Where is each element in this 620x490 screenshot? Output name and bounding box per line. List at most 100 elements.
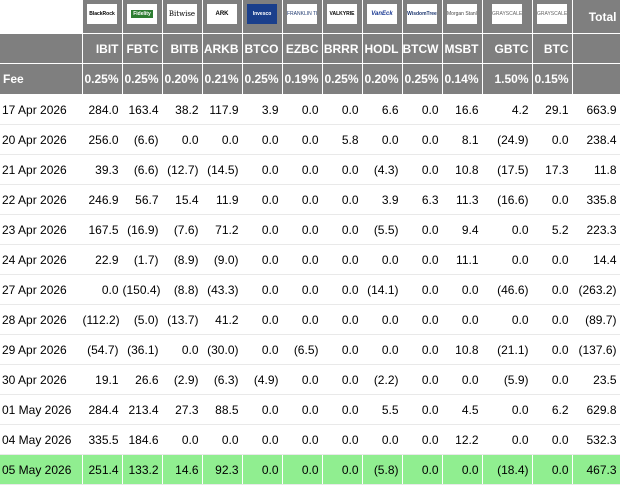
flow-value-cell: 10.8	[442, 334, 483, 365]
flow-value-cell: 0.0	[362, 124, 403, 155]
flow-value-cell: 0.0	[322, 304, 363, 335]
corner-cell	[0, 0, 83, 34]
date-cell: 04 May 2026	[0, 424, 83, 455]
flow-value-cell: 12.2	[442, 424, 483, 455]
table-row: 22 Apr 2026 246.9 56.7 15.4 11.9 0.0 0.0 0.0 3.9…	[0, 184, 620, 215]
ticker-header: FBTC	[122, 33, 163, 64]
flow-value-cell: 0.0	[282, 274, 323, 305]
fee-cell: 0.19%	[282, 63, 323, 95]
total-cell: 14.4	[572, 244, 620, 275]
flow-value-cell: 0.0	[482, 394, 533, 425]
date-cell: 05 May 2026	[0, 454, 83, 485]
flow-value-cell: 11.3	[442, 184, 483, 215]
table-row: 17 Apr 2026 284.0 163.4 38.2 117.9 3.9 0.0 0.0 6…	[0, 94, 620, 125]
flow-value-cell: 0.0	[362, 424, 403, 455]
flow-value-cell: 0.0	[402, 124, 443, 155]
flow-value-cell: 0.0	[482, 214, 533, 245]
table-row: 23 Apr 2026 167.5 (16.9) (7.6) 71.2 0.0 0.0 0.0…	[0, 214, 620, 245]
table-row: 29 Apr 2026 (54.7) (36.1) 0.0 (30.0) 0.0 (6.5)…	[0, 334, 620, 365]
table-row: 28 Apr 2026 (112.2) (5.0) (13.7) 41.2 0.0 0.0 0…	[0, 304, 620, 335]
flow-value-cell: 0.0	[442, 454, 483, 485]
flow-value-cell: 0.0	[362, 304, 403, 335]
issuer-logo-grayscale-btc: GRAYSCALE	[532, 0, 573, 34]
flow-value-cell: 19.1	[82, 364, 123, 395]
flow-value-cell: 0.0	[402, 274, 443, 305]
flow-value-cell: (9.0)	[202, 244, 243, 275]
issuer-logo-morgan-stanley: Morgan Stanley	[442, 0, 483, 34]
flow-value-cell: 0.0	[442, 364, 483, 395]
fee-cell: 1.50%	[482, 63, 533, 95]
flow-value-cell: 0.0	[322, 184, 363, 215]
total-cell: (89.7)	[572, 304, 620, 335]
flow-value-cell: 0.0	[242, 184, 283, 215]
flow-value-cell: 0.0	[242, 214, 283, 245]
ticker-header: BTCO	[242, 33, 283, 64]
flow-value-cell: 0.0	[282, 244, 323, 275]
flow-value-cell: (17.5)	[482, 154, 533, 185]
valkyrie-logo-icon: VALKYRIE	[327, 4, 357, 24]
flow-value-cell: (43.3)	[202, 274, 243, 305]
flow-value-cell: 0.0	[322, 424, 363, 455]
flow-value-cell: (6.5)	[282, 334, 323, 365]
total-cell: 223.3	[572, 214, 620, 245]
fee-cell: 0.25%	[402, 63, 443, 95]
table-row: 21 Apr 2026 39.3 (6.6) (12.7) (14.5) 0.0 0.0 0.…	[0, 154, 620, 185]
flow-value-cell: 4.2	[482, 94, 533, 125]
fee-label: Fee	[0, 63, 83, 95]
fidelity-logo-text: Fidelity	[131, 9, 153, 18]
flow-value-cell: 0.0	[402, 304, 443, 335]
flow-value-cell: (5.5)	[362, 214, 403, 245]
flow-value-cell: 0.0	[402, 454, 443, 485]
flow-value-cell: 0.0	[202, 124, 243, 155]
flow-rows: 17 Apr 2026 284.0 163.4 38.2 117.9 3.9 0.0 0.0 6…	[0, 94, 620, 485]
flow-value-cell: 0.0	[202, 424, 243, 455]
flow-value-cell: (14.5)	[202, 154, 243, 185]
flow-value-cell: 3.9	[242, 94, 283, 125]
flow-value-cell: 0.0	[402, 244, 443, 275]
flow-value-cell: 0.0	[242, 304, 283, 335]
flow-value-cell: (5.0)	[122, 304, 163, 335]
flow-value-cell: 6.6	[362, 94, 403, 125]
issuer-logo-wisdomtree: WisdomTree	[402, 0, 443, 34]
ticker-header: MSBT	[442, 33, 483, 64]
wisdomtree-logo-icon: WisdomTree	[407, 4, 437, 24]
total-cell: 11.8	[572, 154, 620, 185]
franklin-logo-icon: FRANKLIN TEMPLETON	[287, 4, 317, 24]
blackrock-logo-icon: BlackRock	[87, 4, 117, 24]
flow-value-cell: 284.0	[82, 94, 123, 125]
flow-value-cell: (1.7)	[122, 244, 163, 275]
flow-value-cell: (24.9)	[482, 124, 533, 155]
date-cell: 28 Apr 2026	[0, 304, 83, 335]
flow-value-cell: 0.0	[322, 214, 363, 245]
flow-value-cell: 0.0	[322, 244, 363, 275]
issuer-logo-row: BlackRock Fidelity Bitwise ARK Invesco F…	[0, 0, 620, 34]
flow-value-cell: 0.0	[442, 274, 483, 305]
total-cell: 238.4	[572, 124, 620, 155]
issuer-logo-fidelity: Fidelity	[122, 0, 163, 34]
ticker-header: ARKB	[202, 33, 243, 64]
flow-value-cell: 14.6	[162, 454, 203, 485]
flow-value-cell: (54.7)	[82, 334, 123, 365]
flow-value-cell: 3.9	[362, 184, 403, 215]
issuer-logo-ark: ARK	[202, 0, 243, 34]
flow-value-cell: 0.0	[162, 124, 203, 155]
fee-cell: 0.21%	[202, 63, 243, 95]
flow-value-cell: 167.5	[82, 214, 123, 245]
flow-value-cell: (150.4)	[122, 274, 163, 305]
flow-value-cell: 251.4	[82, 454, 123, 485]
fee-cell: 0.25%	[242, 63, 283, 95]
issuer-logo-grayscale-gbtc: GRAYSCALE	[482, 0, 533, 34]
flow-value-cell: 0.0	[322, 394, 363, 425]
flow-value-cell: 335.5	[82, 424, 123, 455]
table-row: 01 May 2026 284.4 213.4 27.3 88.5 0.0 0.0 0.0 5.…	[0, 394, 620, 425]
flow-value-cell: 0.0	[322, 274, 363, 305]
date-cell: 20 Apr 2026	[0, 124, 83, 155]
flow-value-cell: (16.6)	[482, 184, 533, 215]
flow-value-cell: 56.7	[122, 184, 163, 215]
flow-value-cell: 163.4	[122, 94, 163, 125]
flow-value-cell: 0.0	[532, 274, 573, 305]
flow-value-cell: 0.0	[282, 184, 323, 215]
ticker-header: BITB	[162, 33, 203, 64]
flow-value-cell: 213.4	[122, 394, 163, 425]
flow-value-cell: 16.6	[442, 94, 483, 125]
